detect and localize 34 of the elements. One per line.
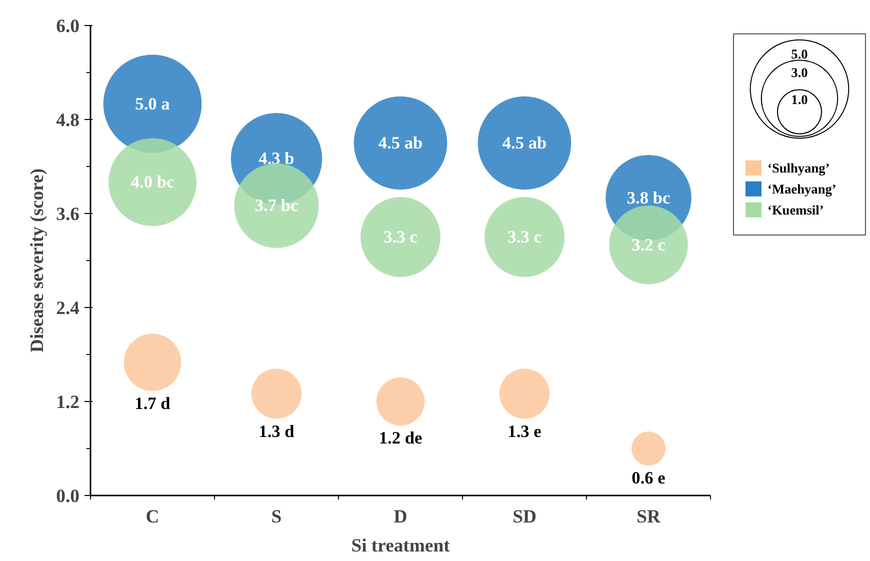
legend-label: ‘Kuemsil’	[768, 202, 824, 218]
y-tick-label: 0.0	[56, 486, 80, 507]
y-tick-label: 6.0	[56, 16, 80, 37]
legend-label: 1.0	[791, 92, 808, 108]
data-label: 3.8 bc	[626, 188, 670, 208]
data-label: 4.5 ab	[378, 134, 423, 152]
y-tick-label: 4.8	[56, 110, 80, 131]
data-label: 3.3 c	[508, 228, 542, 246]
data-label: 1.2 de	[378, 428, 422, 448]
x-axis-title: Si treatment	[351, 536, 451, 556]
data-label: 3.2 c	[632, 235, 666, 254]
x-tick-label: SD	[512, 506, 536, 528]
y-tick-label: 1.2	[56, 392, 80, 413]
x-tick-label: C	[146, 506, 160, 528]
legend-label: ‘Maehyang’	[768, 181, 836, 196]
data-label: 4.0 bc	[130, 172, 174, 192]
data-label: 1.3 e	[508, 422, 542, 441]
legend-label: ‘Sulhyang’	[768, 160, 830, 176]
x-tick-label: S	[271, 506, 282, 528]
data-label: 1.3 d	[258, 422, 295, 441]
y-tick-label: 2.4	[56, 298, 80, 319]
y-axis-title: Disease severity (score)	[27, 168, 48, 353]
data-label: 0.6 e	[632, 468, 666, 488]
data-label: 4.5 ab	[502, 134, 547, 152]
data-label: 3.3 c	[384, 228, 418, 246]
data-label: 4.3 b	[258, 149, 294, 168]
y-tick-label: 3.6	[56, 204, 80, 225]
data-label: 5.0 a	[135, 94, 170, 114]
x-tick-label: SR	[636, 506, 661, 528]
x-tick-label: D	[394, 506, 408, 528]
legend-label: 5.0	[791, 46, 808, 62]
data-label: 1.7 d	[134, 394, 171, 414]
data-label: 3.7 bc	[254, 196, 298, 216]
legend-label: 3.0	[791, 65, 808, 80]
